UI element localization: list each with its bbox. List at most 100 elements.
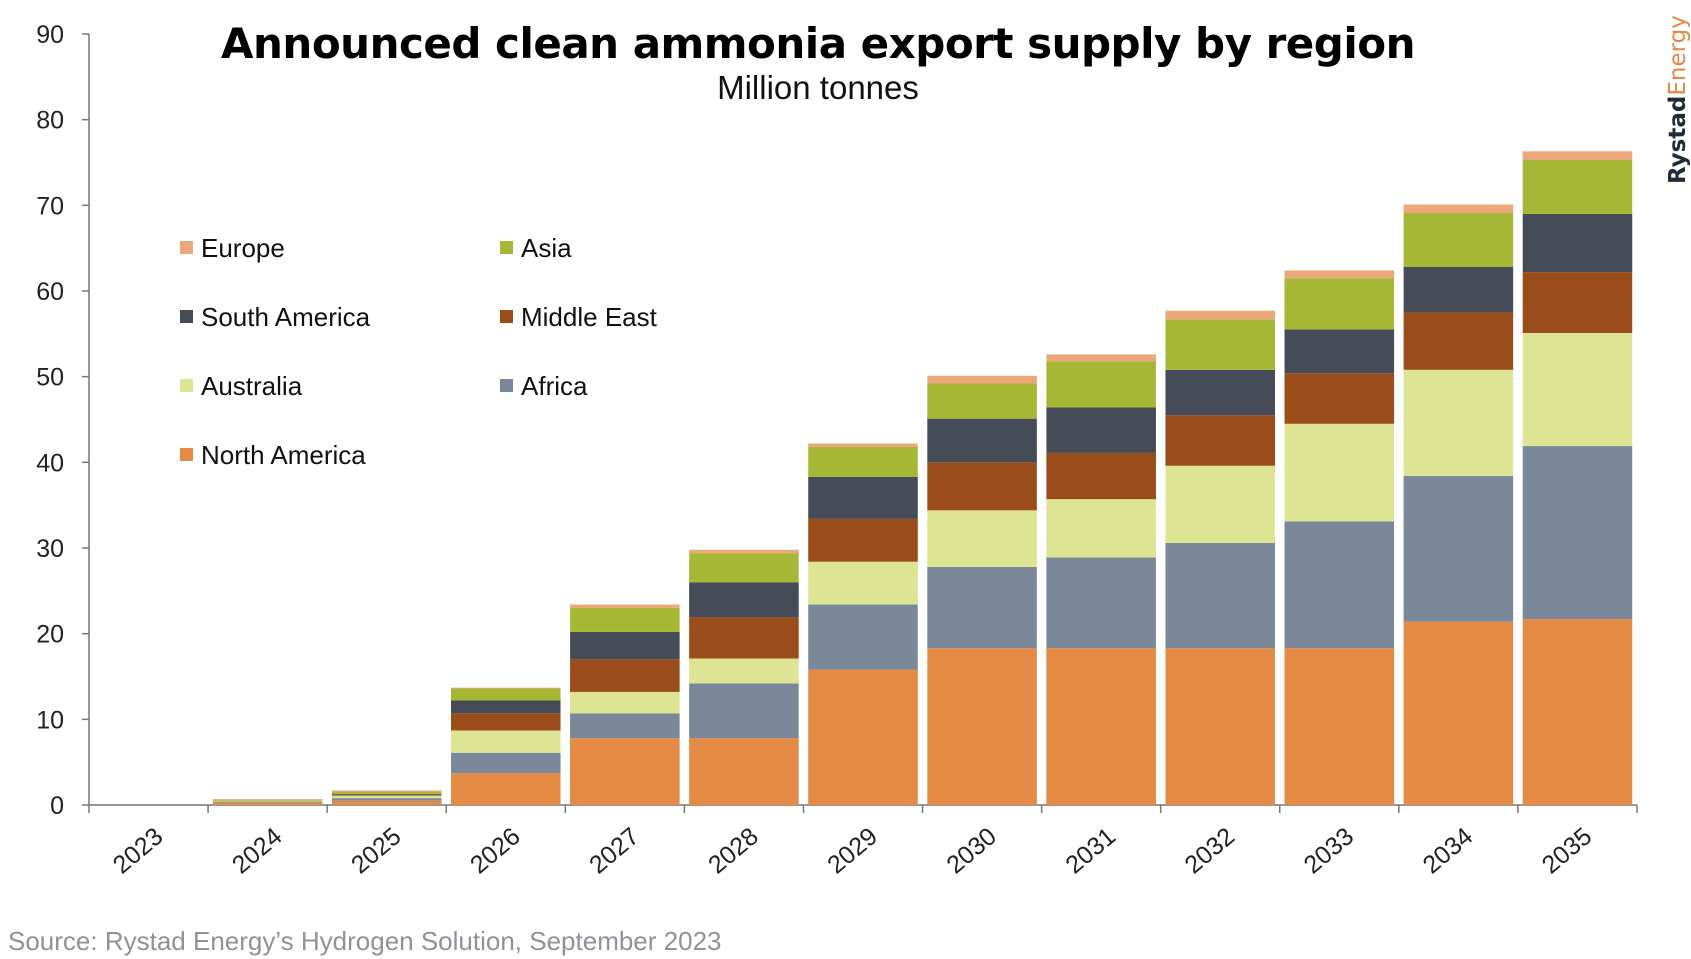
x-tick-label: 2024	[227, 822, 288, 879]
legend-swatch	[500, 379, 513, 392]
bar-segment	[808, 443, 918, 447]
bar-segment	[1165, 465, 1276, 543]
bar-segment	[331, 794, 442, 796]
legend-swatch	[180, 448, 193, 461]
chart-title: Announced clean ammonia export supply by…	[221, 19, 1415, 68]
bar-segment	[1522, 159, 1633, 214]
x-tick-label: 2035	[1537, 822, 1598, 879]
bar-segment	[570, 659, 680, 692]
bar-segment	[1284, 423, 1395, 522]
x-tick-label: 2027	[584, 822, 645, 879]
legend-label: Middle East	[521, 302, 658, 332]
bar-segment	[570, 691, 680, 714]
x-tick-label: 2023	[108, 822, 169, 879]
bar-segment	[808, 604, 918, 670]
bar-segment	[808, 669, 918, 805]
x-axis: 2023 2024 2025 2026 2027 2028 2029 2030 2031 2032…	[88, 804, 1638, 879]
bar-segment	[927, 375, 1037, 384]
bar-segment	[212, 799, 323, 801]
x-tick-label: 2028	[703, 822, 764, 879]
bar-segment	[212, 800, 323, 802]
bar-segment	[1403, 621, 1514, 805]
bar-segment	[331, 790, 442, 792]
bar-segment	[1403, 369, 1514, 477]
bar-segment	[1403, 213, 1514, 268]
bar-segment	[1046, 354, 1156, 362]
bar-segment	[1165, 369, 1276, 416]
legend-swatch	[180, 379, 193, 392]
bar-segment	[212, 801, 323, 803]
bar-segment	[570, 631, 680, 660]
bar-segment	[1284, 648, 1395, 805]
legend: Europe Asia South America Middle East Austra…	[180, 233, 658, 470]
legend-label: South America	[201, 302, 371, 332]
bar-segment	[1165, 542, 1276, 649]
bar-segment	[1165, 310, 1276, 320]
bar-segment	[808, 476, 918, 519]
bar-segment	[927, 566, 1037, 649]
bar-segment	[808, 446, 918, 477]
bar-segment	[808, 518, 918, 562]
bar-segment	[1165, 319, 1276, 370]
bar-segment	[570, 713, 680, 739]
bar-segment	[1403, 204, 1514, 214]
y-tick-label: 0	[50, 792, 64, 820]
y-tick-label: 10	[36, 706, 64, 734]
bar-segment	[1046, 557, 1156, 649]
bar-segment	[1046, 407, 1156, 453]
bar-segment	[1522, 151, 1633, 160]
x-tick-label: 2030	[941, 822, 1002, 879]
legend-swatch	[500, 310, 513, 323]
bar-segment	[1046, 648, 1156, 805]
bar-segment	[1046, 499, 1156, 558]
bar-segment	[1522, 619, 1633, 805]
bar-segment	[450, 773, 561, 805]
bar-segment	[450, 713, 561, 731]
y-tick-label: 80	[36, 107, 64, 135]
y-axis: 0 10 20 30 40 50 60 70 80 90	[36, 21, 90, 820]
legend-swatch	[180, 310, 193, 323]
legend-swatch	[180, 241, 193, 254]
bar-segment	[1046, 361, 1156, 408]
bar-segment	[927, 648, 1037, 805]
brand-part-1: Rystad	[1665, 96, 1691, 184]
bar-segment	[689, 553, 799, 583]
bar-segment	[689, 738, 799, 805]
bar-segment	[1522, 446, 1633, 620]
bar-segment	[1284, 270, 1395, 279]
x-tick-label: 2025	[346, 822, 407, 879]
bar-segment	[450, 730, 561, 753]
x-tick-label: 2032	[1179, 822, 1240, 879]
bar-segment	[927, 418, 1037, 463]
y-tick-label: 50	[36, 364, 64, 392]
bar-segment	[1165, 415, 1276, 466]
bar-segment	[450, 687, 561, 689]
x-tick-label: 2026	[465, 822, 526, 879]
bar-segment	[927, 510, 1037, 567]
bars	[212, 151, 1633, 805]
x-tick-label: 2031	[1060, 822, 1121, 879]
bar-segment	[808, 561, 918, 605]
bar-segment	[927, 383, 1037, 419]
bar-segment	[689, 658, 799, 684]
bar-segment	[331, 795, 442, 799]
bar-segment	[570, 738, 680, 805]
bar-segment	[689, 683, 799, 739]
brand-part-2: Energy	[1665, 15, 1691, 96]
bar-segment	[212, 802, 323, 805]
bar-segment	[1403, 312, 1514, 370]
bar-segment	[1403, 267, 1514, 313]
bar-segment	[450, 700, 561, 714]
brand-logo: RystadEnergy	[1665, 15, 1691, 184]
x-tick-label: 2033	[1299, 822, 1360, 879]
source-note: Source: Rystad Energy’s Hydrogen Solutio…	[8, 926, 722, 956]
bar-segment	[1046, 452, 1156, 500]
bar-segment	[689, 549, 799, 554]
y-tick-label: 60	[36, 278, 64, 306]
y-tick-label: 90	[36, 21, 64, 49]
legend-swatch	[500, 241, 513, 254]
y-tick-label: 20	[36, 621, 64, 649]
y-tick-label: 30	[36, 535, 64, 563]
bar-segment	[1522, 213, 1633, 273]
bar-segment	[450, 688, 561, 701]
